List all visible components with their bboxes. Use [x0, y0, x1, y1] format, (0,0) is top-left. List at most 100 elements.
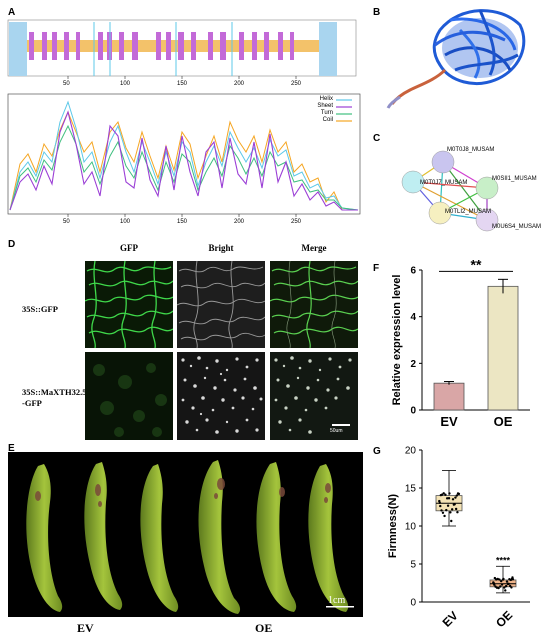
panel-a-propensity-plot — [7, 93, 361, 217]
domain-tick-150: 150 — [177, 81, 188, 87]
data-point-ev-26 — [438, 499, 441, 503]
data-point-oe-21 — [510, 586, 513, 589]
node-label-m0tli2: M0TLI2_MUSAM — [445, 209, 492, 215]
banana-ev-2 — [84, 462, 123, 610]
data-point-ev-22 — [439, 504, 442, 508]
sheet-segments — [29, 32, 294, 60]
y-tick-label-2: 4 — [410, 312, 416, 323]
sheet-line — [9, 110, 358, 211]
data-point-oe-27 — [511, 577, 515, 581]
panel-a-domain-map — [7, 19, 357, 79]
helix-line — [9, 100, 359, 211]
significance-label: ** — [471, 260, 482, 272]
signal-block-right — [319, 22, 337, 76]
data-point-oe-6 — [499, 585, 502, 588]
data-point-oe-1 — [502, 577, 505, 581]
plot-tick-250: 250 — [291, 219, 302, 225]
micrograph-gfp-maxth — [85, 352, 173, 440]
bar-ev — [433, 382, 465, 411]
x-tick-label-oe: OE — [493, 608, 515, 630]
banana-oe-1 — [198, 460, 241, 614]
legend-turn: Turn — [320, 110, 333, 116]
banana-ev-3 — [140, 464, 179, 612]
data-point-ev-6 — [445, 508, 448, 512]
row-label-35s-maxth: 35S::MaXTH32.5 -GFP — [22, 387, 87, 408]
panel-label-d: D — [8, 239, 16, 250]
y-tick-label-3: 15 — [405, 484, 417, 495]
data-point-ev-10 — [443, 514, 446, 518]
panel-label-e: E — [8, 443, 15, 454]
group-label-oe: OE — [255, 621, 273, 635]
micrograph-merge-control — [270, 261, 358, 348]
data-point-ev-4 — [445, 497, 449, 500]
data-point-ev-20 — [439, 493, 443, 497]
node-m0sii1 — [475, 176, 499, 200]
panel-label-c: C — [373, 133, 381, 144]
signal-block-left — [9, 22, 27, 76]
data-point-ev-15 — [454, 496, 457, 499]
scale-bar-micrograph-label: 50um — [330, 428, 343, 434]
x-tick-label-ev: EV — [440, 414, 458, 429]
panel-label-a: A — [8, 7, 16, 18]
plot-tick-100: 100 — [120, 219, 131, 225]
data-point-oe-20 — [493, 576, 497, 580]
domain-map-ticks — [67, 76, 297, 79]
y-tick-label-2: 10 — [405, 522, 417, 533]
domain-tick-250: 250 — [291, 81, 302, 87]
data-point-oe-13 — [507, 582, 510, 586]
column-header-merge: Merge — [301, 243, 327, 253]
micrograph-gfp-control — [85, 261, 173, 348]
scale-bar-micrograph — [332, 424, 350, 426]
y-tick-label-0: 0 — [410, 406, 416, 417]
data-point-oe-9 — [505, 580, 509, 583]
data-point-ev-18 — [440, 509, 443, 512]
y-axis-label: Firmness(N) — [387, 494, 399, 559]
legend-coil: Coil — [322, 117, 333, 123]
x-tick-label-ev: EV — [440, 609, 461, 630]
y-tick-label-0: 0 — [410, 598, 416, 609]
node-label-m0t0j7: M0T0J7_MUSAM — [420, 180, 468, 186]
data-point-ev-17 — [454, 507, 458, 511]
node-label-m0u6s4: M0U6S4_MUSAM — [492, 224, 542, 230]
column-header-gfp: GFP — [120, 243, 138, 253]
data-point-ev-5 — [450, 519, 453, 523]
domain-tick-200: 200 — [234, 81, 245, 87]
banana-oe-2 — [256, 462, 297, 612]
y-tick-label-4: 20 — [405, 446, 417, 457]
y-tick-label-1: 5 — [410, 560, 416, 571]
data-point-ev-21 — [456, 510, 459, 514]
propensity-ticks — [67, 214, 297, 217]
turn-line — [9, 124, 359, 211]
data-point-oe-5 — [504, 589, 507, 592]
data-point-ev-2 — [446, 504, 450, 507]
node-m0u6s4 — [475, 208, 499, 232]
node-m0t0j8 — [431, 150, 455, 174]
panel-label-b: B — [373, 7, 381, 18]
data-point-oe-4 — [499, 579, 503, 583]
legend-helix: Helix — [319, 96, 333, 102]
domain-tick-100: 100 — [120, 81, 131, 87]
y-tick-label-3: 6 — [410, 266, 416, 277]
micrograph-bright-control — [177, 261, 265, 348]
row-label-35s-gfp: 35S::GFP — [22, 304, 58, 314]
data-point-oe-26 — [492, 581, 495, 584]
data-point-ev-13 — [453, 503, 456, 506]
y-axis-label: Relative expression level — [391, 275, 403, 406]
data-point-ev-0 — [447, 497, 451, 500]
data-point-oe-18 — [494, 585, 497, 588]
expression-bar-chart: 0 2 4 6 EV OE ** Relative expression level — [391, 260, 530, 429]
data-point-ev-9 — [451, 498, 455, 501]
data-point-ev-8 — [444, 493, 447, 496]
data-point-ev-27 — [457, 492, 461, 496]
scale-bar-photo-label: 1cm — [328, 595, 346, 606]
banana-photo: 1cm — [8, 452, 363, 617]
scale-bar-photo — [326, 606, 354, 608]
data-point-ev-1 — [448, 492, 451, 495]
propensity-legend: Helix Sheet Turn Coil — [309, 96, 333, 124]
data-point-ev-7 — [450, 508, 454, 511]
data-point-ev-19 — [455, 494, 459, 497]
data-point-ev-14 — [441, 511, 445, 515]
legend-swatches — [336, 99, 352, 122]
panel-label-g: G — [373, 446, 381, 457]
panel-label-f: F — [373, 263, 380, 274]
